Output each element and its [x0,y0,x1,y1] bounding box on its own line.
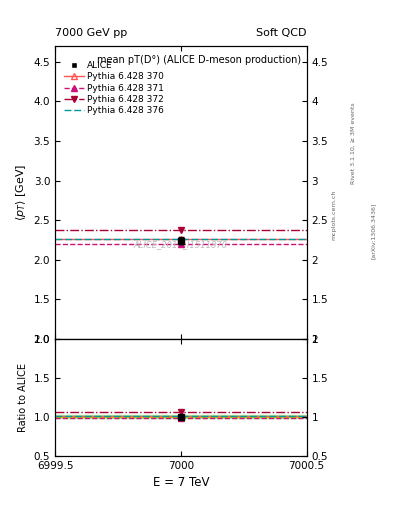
Text: mean pT(D°) (ALICE D-meson production): mean pT(D°) (ALICE D-meson production) [97,55,301,65]
Text: Soft QCD: Soft QCD [256,28,307,38]
Text: Rivet 3.1.10, ≥ 3M events: Rivet 3.1.10, ≥ 3M events [351,102,356,184]
Text: [arXiv:1306.3436]: [arXiv:1306.3436] [371,202,376,259]
Text: mcplots.cern.ch: mcplots.cern.ch [332,190,336,240]
Text: ALICE_2017_I1511870: ALICE_2017_I1511870 [134,241,228,249]
Y-axis label: Ratio to ALICE: Ratio to ALICE [18,362,28,432]
X-axis label: E = 7 TeV: E = 7 TeV [152,476,209,489]
Text: 7000 GeV pp: 7000 GeV pp [55,28,127,38]
Bar [55,415,307,418]
Y-axis label: $\langle p_T \rangle$ [GeV]: $\langle p_T \rangle$ [GeV] [14,164,28,221]
Legend: ALICE, Pythia 6.428 370, Pythia 6.428 371, Pythia 6.428 372, Pythia 6.428 376: ALICE, Pythia 6.428 370, Pythia 6.428 37… [62,59,166,117]
